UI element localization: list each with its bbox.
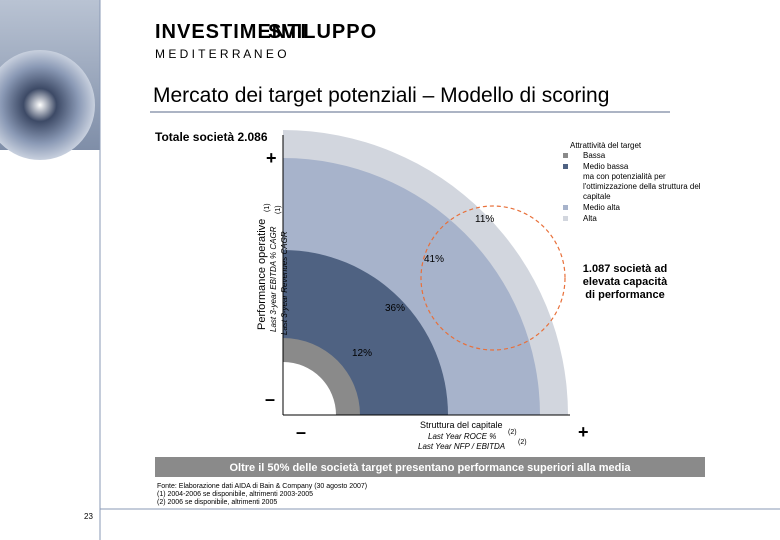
x-axis-metric: Last Year NFP / EBITDA bbox=[418, 442, 505, 451]
logo: SVILUPPO bbox=[268, 21, 377, 43]
legend-title: Attrattività del target bbox=[570, 141, 642, 150]
legend-item: Medio bassa bbox=[583, 162, 629, 171]
x-axis-metric: Last Year ROCE % bbox=[428, 432, 496, 441]
legend-item: l'ottimizzazione della struttura del bbox=[583, 182, 701, 191]
x-axis-note: (2) bbox=[508, 429, 517, 436]
legend-item: capitale bbox=[583, 192, 611, 201]
band-label: 36% bbox=[385, 303, 405, 314]
y-axis-title: Performance operative bbox=[256, 219, 268, 330]
legend-item: Bassa bbox=[583, 151, 606, 160]
legend-item: ma con potenzialità per bbox=[583, 172, 666, 181]
y-axis-note: (1) bbox=[264, 203, 271, 212]
y-plus: + bbox=[266, 148, 277, 168]
legend-swatch bbox=[563, 164, 568, 169]
banner-text: Oltre il 50% delle società target presen… bbox=[229, 462, 631, 474]
legend-swatch bbox=[563, 153, 568, 158]
y-axis-note: (1) bbox=[275, 205, 282, 214]
engine-image bbox=[0, 50, 95, 160]
x-axis-title: Struttura del capitale bbox=[420, 420, 503, 430]
x-axis-note: (2) bbox=[518, 439, 527, 446]
x-plus: + bbox=[578, 422, 589, 442]
band-core bbox=[283, 362, 336, 415]
band-label: 41% bbox=[424, 254, 444, 265]
y-axis-metric: Last 3-year EBITDA % CAGR bbox=[269, 226, 278, 332]
footnote: Fonte: Elaborazione dati AIDA di Bain & … bbox=[157, 483, 367, 490]
title: Mercato dei target potenziali – Modello … bbox=[153, 84, 609, 107]
logo-sub: M E D I T E R R A N E O bbox=[155, 47, 287, 61]
legend-swatch bbox=[563, 205, 568, 210]
band-label: 12% bbox=[352, 348, 372, 359]
callout: elevata capacità bbox=[583, 276, 668, 288]
banner bbox=[155, 457, 705, 477]
x-minus: – bbox=[296, 422, 306, 442]
logo: INVESTIMENTI bbox=[155, 21, 307, 43]
band-label: 11% bbox=[475, 214, 494, 225]
callout: 1.087 società ad bbox=[583, 263, 667, 275]
total: Totale società 2.086 bbox=[155, 130, 268, 144]
footnote: (1) 2004-2006 se disponibile, altrimenti… bbox=[157, 491, 313, 498]
footnote: (2) 2006 se disponibile, altrimenti 2005 bbox=[157, 499, 277, 506]
legend-swatch bbox=[563, 216, 568, 221]
callout: di performance bbox=[585, 289, 664, 301]
highlight-circle bbox=[420, 205, 566, 351]
page-number: 23 bbox=[84, 512, 93, 521]
y-axis-metric: Last 3-year Revenues CAGR bbox=[280, 231, 289, 335]
legend-item: Alta bbox=[583, 214, 597, 223]
y-minus: – bbox=[265, 389, 275, 409]
legend-item: Medio alta bbox=[583, 203, 620, 212]
